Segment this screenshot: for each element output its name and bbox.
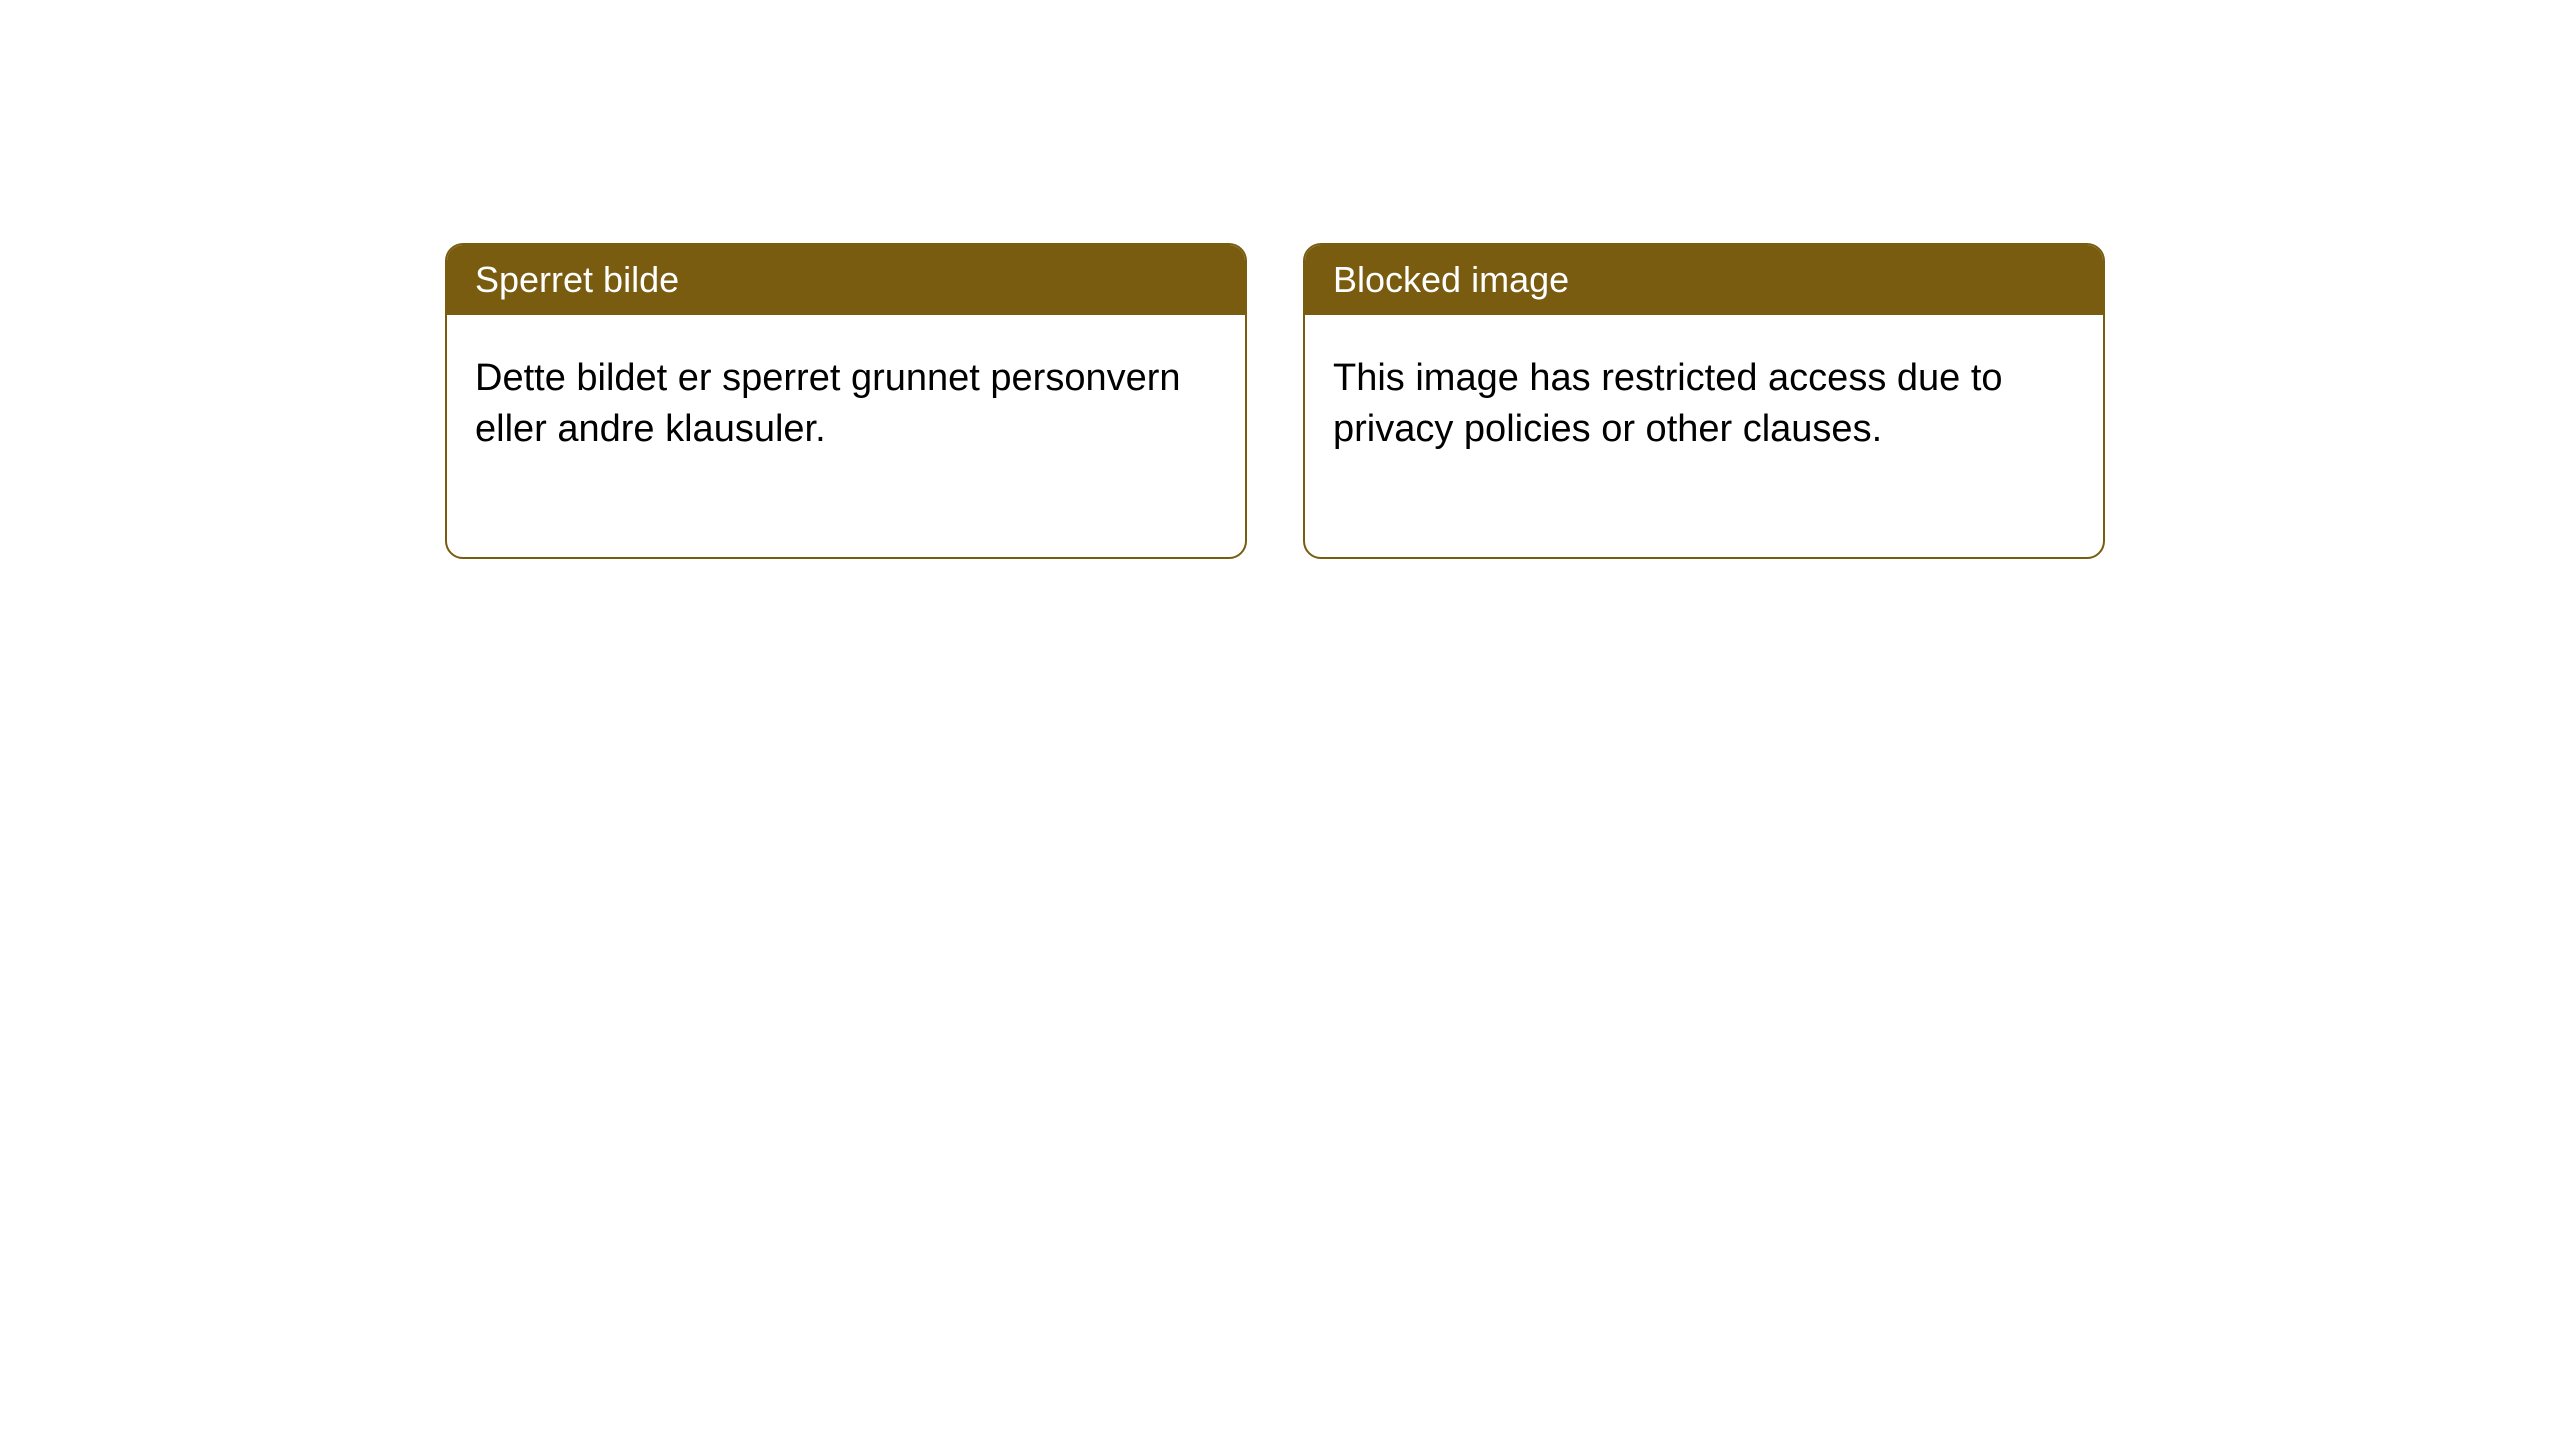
notice-header: Blocked image bbox=[1305, 245, 2103, 315]
notice-body: Dette bildet er sperret grunnet personve… bbox=[447, 315, 1245, 557]
notice-container: Sperret bilde Dette bildet er sperret gr… bbox=[445, 243, 2105, 559]
notice-card-english: Blocked image This image has restricted … bbox=[1303, 243, 2105, 559]
notice-header: Sperret bilde bbox=[447, 245, 1245, 315]
notice-body: This image has restricted access due to … bbox=[1305, 315, 2103, 557]
notice-card-norwegian: Sperret bilde Dette bildet er sperret gr… bbox=[445, 243, 1247, 559]
